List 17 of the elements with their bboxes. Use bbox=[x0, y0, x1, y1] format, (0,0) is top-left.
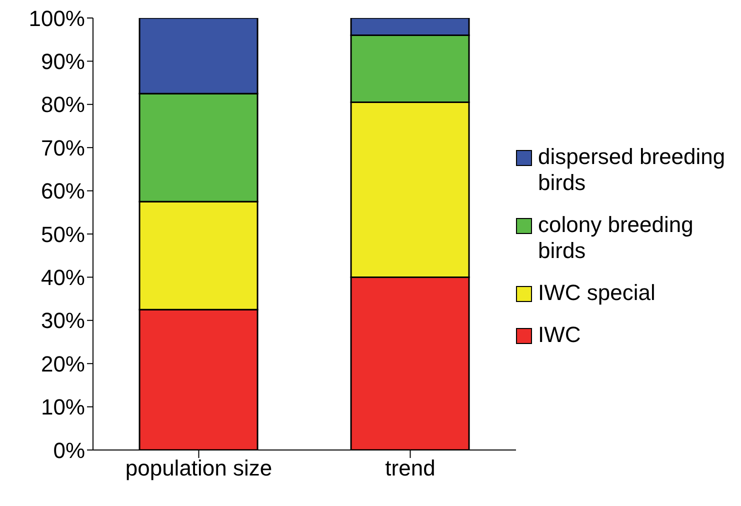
y-tick-label: 80% bbox=[40, 92, 85, 118]
y-tick-label: 70% bbox=[40, 135, 85, 160]
y-tick-label: 0% bbox=[53, 438, 85, 463]
legend-label: IWC bbox=[538, 322, 581, 348]
legend-label: colony breeding birds bbox=[538, 212, 694, 264]
y-tick-label: 30% bbox=[40, 308, 85, 334]
x-tick-label: population size bbox=[125, 456, 272, 481]
x-tick-label: trend bbox=[385, 456, 436, 481]
y-tick-label: 10% bbox=[40, 394, 85, 420]
y-tick-label: 60% bbox=[40, 178, 85, 204]
y-tick-label: 50% bbox=[40, 222, 85, 247]
y-tick-label: 40% bbox=[40, 265, 85, 290]
legend-label: dispersed breeding birds bbox=[538, 144, 726, 196]
y-tick-label: 90% bbox=[40, 49, 85, 74]
legend-label: IWC special bbox=[538, 280, 656, 306]
y-tick-label: 20% bbox=[40, 351, 85, 376]
y-tick-label: 100% bbox=[28, 6, 85, 31]
